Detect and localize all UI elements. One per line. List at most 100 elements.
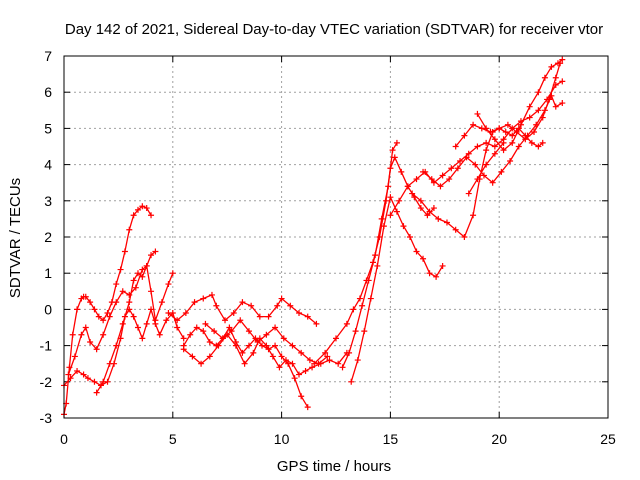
data-point: [430, 205, 437, 212]
data-point: [189, 353, 196, 360]
y-tick-label: -3: [40, 410, 53, 426]
data-point: [472, 161, 479, 168]
data-point: [559, 78, 566, 85]
y-tick-label: -2: [40, 374, 53, 390]
data-point: [539, 139, 546, 146]
data-point: [265, 313, 272, 320]
data-point: [424, 212, 431, 219]
data-point: [554, 60, 561, 67]
data-point: [552, 74, 559, 81]
data-point: [302, 367, 309, 374]
data-point: [470, 121, 477, 128]
series-pass-4: [93, 248, 159, 396]
data-point: [393, 208, 400, 215]
data-point: [106, 313, 113, 320]
data-point: [100, 317, 107, 324]
data-point: [296, 371, 303, 378]
series-pass-14: [409, 125, 546, 240]
data-point: [465, 150, 472, 157]
data-point: [531, 129, 538, 136]
series-pass-8: [202, 317, 331, 367]
plot-frame: [63, 55, 609, 419]
data-point: [139, 203, 146, 210]
data-point: [280, 335, 287, 342]
data-point: [461, 234, 468, 240]
data-point: [130, 212, 137, 219]
data-point: [304, 404, 311, 411]
data-point: [507, 157, 514, 164]
data-point: [113, 281, 120, 288]
data-point: [206, 338, 213, 345]
data-point: [398, 168, 405, 175]
x-tick-label: 0: [60, 431, 68, 447]
series-trace: [422, 95, 563, 187]
data-point: [143, 205, 150, 212]
data-point: [222, 317, 229, 324]
data-point: [463, 154, 470, 161]
data-point: [335, 360, 342, 367]
data-point: [119, 320, 126, 327]
y-tick-label: 6: [44, 84, 52, 100]
data-point: [245, 328, 252, 335]
data-point: [504, 121, 511, 128]
data-point: [200, 295, 207, 302]
data-point: [491, 136, 498, 143]
data-point: [391, 154, 398, 161]
data-point: [339, 364, 346, 371]
data-point: [256, 313, 263, 320]
series-trace: [95, 250, 157, 394]
y-tick-label: 0: [44, 301, 52, 317]
data-point: [182, 310, 189, 317]
data-point: [437, 183, 444, 190]
data-point: [378, 215, 385, 222]
data-point: [245, 342, 252, 349]
data-point: [211, 328, 218, 335]
data-point: [148, 306, 155, 313]
data-point: [191, 299, 198, 306]
data-point: [148, 288, 155, 295]
x-axis-label: GPS time / hours: [277, 458, 391, 475]
data-point: [174, 317, 181, 324]
data-point: [130, 277, 137, 284]
data-point: [134, 270, 141, 277]
data-point: [470, 212, 477, 219]
data-point: [433, 273, 440, 280]
data-point: [517, 121, 524, 128]
data-point: [80, 371, 87, 378]
data-point: [287, 302, 294, 309]
data-point: [417, 197, 424, 204]
data-point: [91, 378, 98, 385]
data-point: [228, 328, 235, 335]
series-pass-1: [61, 203, 155, 418]
data-point: [435, 215, 442, 222]
data-point: [420, 168, 427, 175]
data-point: [474, 110, 481, 117]
data-point: [559, 100, 566, 107]
data-point: [263, 342, 270, 349]
data-point: [163, 317, 170, 324]
data-point: [356, 295, 363, 302]
data-point: [483, 125, 490, 132]
data-point: [404, 183, 411, 190]
data-point: [272, 324, 279, 331]
data-point: [67, 375, 74, 382]
data-point: [91, 306, 98, 313]
data-point: [93, 346, 100, 353]
data-point: [372, 252, 379, 259]
y-tick-label: 3: [44, 193, 52, 209]
data-point: [428, 176, 435, 183]
data-point: [69, 331, 76, 338]
data-point: [274, 302, 281, 309]
data-point: [132, 284, 139, 291]
data-point: [498, 168, 505, 175]
data-point: [169, 270, 176, 277]
data-point: [82, 293, 89, 300]
data-point: [387, 212, 394, 219]
data-series: [61, 56, 566, 418]
data-point: [152, 248, 159, 255]
data-point: [374, 262, 381, 269]
series-trace: [341, 142, 398, 368]
data-point: [409, 190, 416, 197]
data-point: [559, 56, 566, 63]
data-point: [93, 389, 100, 396]
